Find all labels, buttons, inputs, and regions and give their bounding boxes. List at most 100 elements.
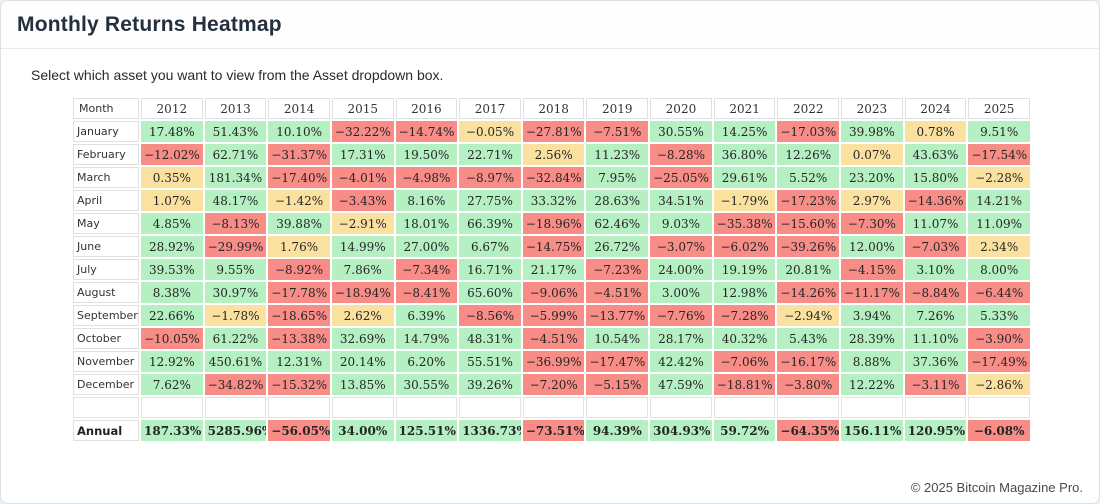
cell-july-2025[interactable]: 8.00% <box>968 259 1030 280</box>
cell-july-2013[interactable]: 9.55% <box>204 259 267 280</box>
cell-october-2015[interactable]: 32.69% <box>331 328 394 349</box>
cell-april-2022[interactable]: −17.23% <box>777 190 840 211</box>
cell-january-2025[interactable]: 9.51% <box>968 121 1030 142</box>
cell-march-2025[interactable]: −2.28% <box>968 167 1030 188</box>
cell-january-2019[interactable]: −7.51% <box>586 121 649 142</box>
cell-november-2012[interactable]: 12.92% <box>141 351 203 372</box>
cell-december-2019[interactable]: −5.15% <box>586 374 649 395</box>
cell-september-2017[interactable]: −8.56% <box>459 305 521 326</box>
cell-march-2022[interactable]: 5.52% <box>777 167 840 188</box>
cell-january-2018[interactable]: −27.81% <box>522 121 585 142</box>
cell-february-2018[interactable]: 2.56% <box>522 144 585 165</box>
cell-september-2020[interactable]: −7.76% <box>650 305 712 326</box>
cell-december-2015[interactable]: 13.85% <box>331 374 394 395</box>
annual-cell-2021[interactable]: 59.72% <box>713 420 776 441</box>
annual-cell-2018[interactable]: −73.51% <box>522 420 585 441</box>
cell-january-2014[interactable]: 10.10% <box>268 121 330 142</box>
cell-january-2015[interactable]: −32.22% <box>331 121 394 142</box>
cell-august-2018[interactable]: −9.06% <box>522 282 585 303</box>
cell-september-2023[interactable]: 3.94% <box>841 305 903 326</box>
cell-june-2017[interactable]: 6.67% <box>459 236 521 257</box>
cell-may-2021[interactable]: −35.38% <box>713 213 776 234</box>
cell-january-2016[interactable]: −14.74% <box>395 121 458 142</box>
cell-june-2020[interactable]: −3.07% <box>650 236 712 257</box>
cell-june-2012[interactable]: 28.92% <box>141 236 203 257</box>
cell-december-2024[interactable]: −3.11% <box>904 374 967 395</box>
cell-june-2021[interactable]: −6.02% <box>713 236 776 257</box>
cell-december-2020[interactable]: 47.59% <box>650 374 712 395</box>
cell-january-2020[interactable]: 30.55% <box>650 121 712 142</box>
cell-november-2025[interactable]: −17.49% <box>968 351 1030 372</box>
cell-november-2015[interactable]: 20.14% <box>331 351 394 372</box>
cell-october-2021[interactable]: 40.32% <box>713 328 776 349</box>
cell-september-2019[interactable]: −13.77% <box>586 305 649 326</box>
cell-november-2022[interactable]: −16.17% <box>777 351 840 372</box>
cell-march-2021[interactable]: 29.61% <box>713 167 776 188</box>
cell-july-2021[interactable]: 19.19% <box>713 259 776 280</box>
annual-cell-2013[interactable]: 5285.96% <box>204 420 267 441</box>
cell-august-2015[interactable]: −18.94% <box>331 282 394 303</box>
cell-may-2020[interactable]: 9.03% <box>650 213 712 234</box>
cell-november-2013[interactable]: 450.61% <box>204 351 267 372</box>
cell-october-2013[interactable]: 61.22% <box>204 328 267 349</box>
cell-june-2014[interactable]: 1.76% <box>268 236 330 257</box>
cell-december-2013[interactable]: −34.82% <box>204 374 267 395</box>
cell-november-2023[interactable]: 8.88% <box>841 351 903 372</box>
annual-cell-2020[interactable]: 304.93% <box>650 420 712 441</box>
cell-december-2016[interactable]: 30.55% <box>395 374 458 395</box>
annual-cell-2025[interactable]: −6.08% <box>968 420 1030 441</box>
cell-february-2024[interactable]: 43.63% <box>904 144 967 165</box>
cell-december-2023[interactable]: 12.22% <box>841 374 903 395</box>
cell-february-2017[interactable]: 22.71% <box>459 144 521 165</box>
annual-cell-2022[interactable]: −64.35% <box>777 420 840 441</box>
cell-september-2012[interactable]: 22.66% <box>141 305 203 326</box>
cell-november-2018[interactable]: −36.99% <box>522 351 585 372</box>
cell-june-2016[interactable]: 27.00% <box>395 236 458 257</box>
cell-november-2020[interactable]: 42.42% <box>650 351 712 372</box>
cell-december-2025[interactable]: −2.86% <box>968 374 1030 395</box>
cell-december-2021[interactable]: −18.81% <box>713 374 776 395</box>
cell-december-2018[interactable]: −7.20% <box>522 374 585 395</box>
cell-september-2014[interactable]: −18.65% <box>268 305 330 326</box>
cell-may-2012[interactable]: 4.85% <box>141 213 203 234</box>
cell-october-2017[interactable]: 48.31% <box>459 328 521 349</box>
cell-june-2018[interactable]: −14.75% <box>522 236 585 257</box>
cell-july-2016[interactable]: −7.34% <box>395 259 458 280</box>
cell-november-2024[interactable]: 37.36% <box>904 351 967 372</box>
cell-january-2022[interactable]: −17.03% <box>777 121 840 142</box>
cell-may-2017[interactable]: 66.39% <box>459 213 521 234</box>
cell-june-2013[interactable]: −29.99% <box>204 236 267 257</box>
annual-cell-2019[interactable]: 94.39% <box>586 420 649 441</box>
cell-may-2013[interactable]: −8.13% <box>204 213 267 234</box>
cell-july-2019[interactable]: −7.23% <box>586 259 649 280</box>
cell-january-2013[interactable]: 51.43% <box>204 121 267 142</box>
cell-december-2017[interactable]: 39.26% <box>459 374 521 395</box>
cell-june-2019[interactable]: 26.72% <box>586 236 649 257</box>
cell-october-2022[interactable]: 5.43% <box>777 328 840 349</box>
cell-may-2014[interactable]: 39.88% <box>268 213 330 234</box>
cell-april-2019[interactable]: 28.63% <box>586 190 649 211</box>
cell-march-2018[interactable]: −32.84% <box>522 167 585 188</box>
cell-august-2022[interactable]: −14.26% <box>777 282 840 303</box>
cell-november-2019[interactable]: −17.47% <box>586 351 649 372</box>
cell-october-2020[interactable]: 28.17% <box>650 328 712 349</box>
cell-august-2017[interactable]: 65.60% <box>459 282 521 303</box>
cell-march-2020[interactable]: −25.05% <box>650 167 712 188</box>
cell-june-2023[interactable]: 12.00% <box>841 236 903 257</box>
cell-august-2013[interactable]: 30.97% <box>204 282 267 303</box>
cell-june-2025[interactable]: 2.34% <box>968 236 1030 257</box>
cell-february-2025[interactable]: −17.54% <box>968 144 1030 165</box>
cell-may-2018[interactable]: −18.96% <box>522 213 585 234</box>
cell-august-2025[interactable]: −6.44% <box>968 282 1030 303</box>
cell-february-2020[interactable]: −8.28% <box>650 144 712 165</box>
cell-october-2025[interactable]: −3.90% <box>968 328 1030 349</box>
cell-march-2017[interactable]: −8.97% <box>459 167 521 188</box>
cell-september-2015[interactable]: 2.62% <box>331 305 394 326</box>
cell-february-2016[interactable]: 19.50% <box>395 144 458 165</box>
cell-april-2021[interactable]: −1.79% <box>713 190 776 211</box>
cell-november-2021[interactable]: −7.06% <box>713 351 776 372</box>
cell-february-2019[interactable]: 11.23% <box>586 144 649 165</box>
cell-september-2024[interactable]: 7.26% <box>904 305 967 326</box>
cell-march-2019[interactable]: 7.95% <box>586 167 649 188</box>
cell-april-2024[interactable]: −14.36% <box>904 190 967 211</box>
